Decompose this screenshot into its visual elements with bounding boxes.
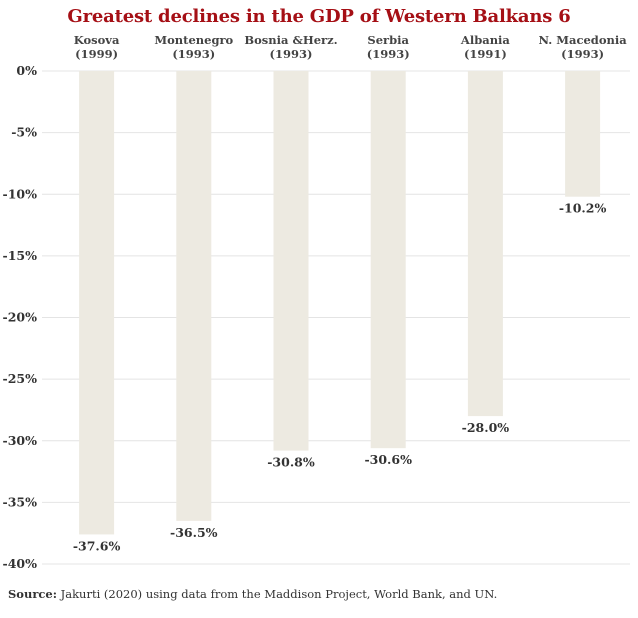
y-tick-label: -10% [3,186,38,201]
category-label: Kosova [74,33,120,47]
category-year-label: (1991) [464,47,507,61]
data-label: -28.0% [462,420,510,435]
y-tick-label: -35% [3,494,38,509]
data-label: -30.6% [364,452,412,467]
bar [273,71,309,451]
y-tick-label: -20% [3,310,38,325]
data-label: -37.6% [73,538,121,553]
category-year-label: (1993) [270,47,313,61]
category-label: N. Macedonia [539,33,628,47]
bar [176,71,212,521]
data-label: -10.2% [559,201,607,216]
data-labels: -37.6% -36.5% -30.8% -30.6% -28.0% -10.2% [73,201,607,554]
category-year-label: (1999) [75,47,118,61]
y-axis-ticks: 0% -5% -10% -15% -20% -25% -30% -35% -40% [3,63,38,571]
category-label: Albania [460,33,511,47]
source-label: Source: [8,587,57,601]
category-label: Montenegro [154,33,233,47]
source-text: Jakurti (2020) using data from the Maddi… [56,587,498,601]
bar [79,71,115,535]
category-label: Serbia [367,33,409,47]
category-labels: Kosova(1999)Montenegro(1993)Bosnia &Herz… [74,33,627,61]
category-year-label: (1993) [172,47,215,61]
bars [79,71,601,535]
category-year-label: (1993) [367,47,410,61]
chart-title: Greatest declines in the GDP of Western … [67,6,571,27]
bar [467,71,503,417]
category-year-label: (1993) [561,47,604,61]
source-note: Source: Jakurti (2020) using data from t… [8,587,497,601]
data-label: -36.5% [170,525,218,540]
data-label: -30.8% [267,455,315,470]
y-tick-label: -15% [3,248,38,263]
bar [370,71,406,449]
y-tick-label: 0% [16,63,37,78]
y-tick-label: -25% [3,371,38,386]
y-tick-label: -5% [11,125,37,140]
bar [565,71,601,197]
category-label: Bosnia &Herz. [244,33,337,47]
y-tick-label: -30% [3,433,38,448]
y-tick-label: -40% [3,556,38,571]
gridlines [42,70,630,565]
